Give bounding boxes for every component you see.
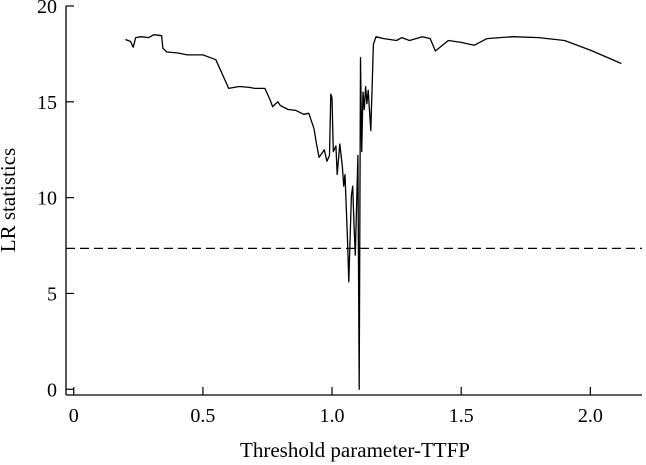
x-tick-label: 0.5 <box>190 405 215 427</box>
x-axis: 0 0.5 1.0 1.5 2.0 <box>66 387 642 427</box>
x-tick-label: 1.0 <box>320 405 345 427</box>
y-axis-title: LR statistics <box>0 148 20 252</box>
x-tick-label: 1.5 <box>449 405 474 427</box>
y-tick-label: 5 <box>47 283 57 305</box>
y-tick-label: 15 <box>37 92 57 114</box>
y-tick-label: 20 <box>37 0 57 18</box>
y-ticks: 0 5 10 15 20 <box>37 0 74 401</box>
y-axis: 0 5 10 15 20 <box>37 0 74 401</box>
y-tick-label: 10 <box>37 188 57 210</box>
y-tick-label: 0 <box>47 379 57 401</box>
series-line <box>125 34 622 390</box>
x-ticks: 0 0.5 1.0 1.5 2.0 <box>69 387 603 427</box>
x-tick-label: 0 <box>69 405 79 427</box>
x-axis-title: Threshold parameter-TTFP <box>240 438 470 462</box>
x-tick-label: 2.0 <box>578 405 603 427</box>
